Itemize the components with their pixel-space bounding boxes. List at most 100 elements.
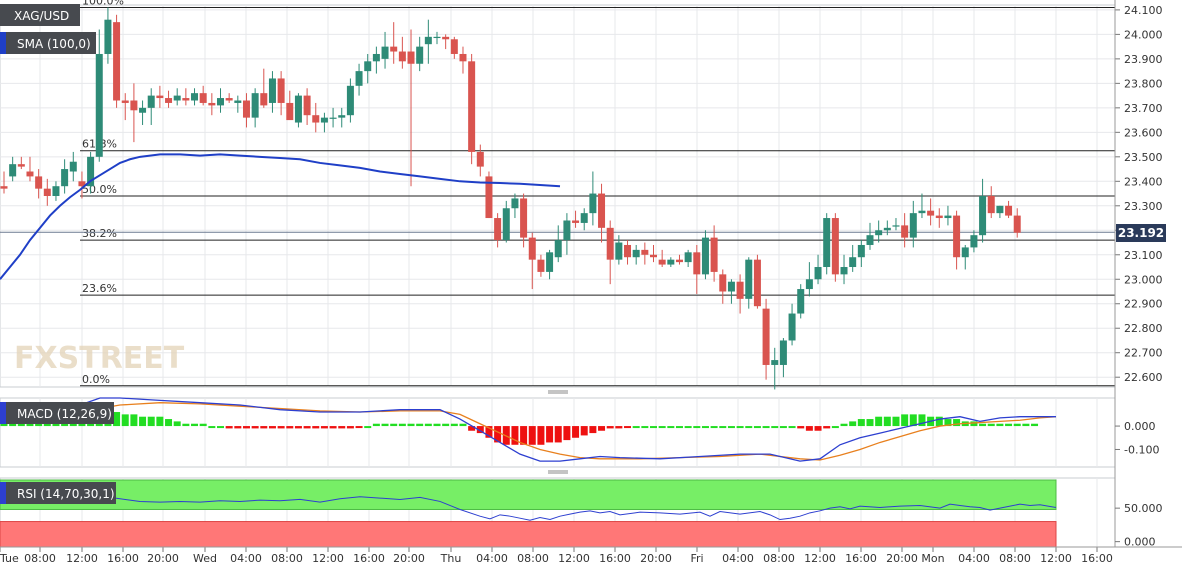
macd-histogram-bar [970,421,978,427]
time-tick-label: 04:00 [958,552,990,565]
fxstreet-watermark: FXSTREET [14,341,185,376]
candle-body [338,115,346,118]
macd-histogram-bar [866,419,874,427]
macd-histogram-bar [727,426,735,429]
candle-body [139,107,147,113]
macd-histogram-bar [346,426,354,429]
macd-histogram-bar [598,426,606,431]
macd-histogram-bar [398,423,406,427]
candle-body [901,225,909,238]
candle-body [875,230,883,236]
candle-body [424,36,432,45]
macd-histogram-bar [710,426,718,429]
candle-body [736,281,744,299]
candle-body [9,164,17,177]
macd-label[interactable]: MACD (12,26,9) [0,402,114,424]
macd-histogram-bar [511,426,519,445]
candle-body [468,61,476,152]
macd-histogram-bar [199,423,207,427]
macd-histogram-bar [883,416,891,427]
macd-histogram-bar [901,414,909,427]
candle-body [1013,215,1021,233]
time-tick-label: Wed [193,552,217,565]
candle-body [987,196,995,214]
rsi-oversold-zone [0,521,1057,548]
time-tick-label: 20:00 [886,552,918,565]
macd-histogram-bar [563,426,571,441]
macd-histogram-bar [113,412,121,427]
candle-body [675,259,683,263]
price-tick-label: 23.400 [1124,175,1163,188]
time-tick-label: 08:00 [517,552,549,565]
rsi-label[interactable]: RSI (14,70,30,1) [0,482,116,504]
macd-histogram-bar [416,423,424,427]
macd-histogram-bar [165,419,173,427]
candle-body [182,98,190,101]
candle-body [849,257,857,268]
candle-body [918,210,926,214]
macd-histogram-bar [251,426,259,429]
time-tick-label: Tue [0,552,19,565]
price-tick-label: 23.000 [1124,273,1163,286]
time-tick-label: 04:00 [230,552,262,565]
macd-histogram-bar [372,423,380,427]
sma-color-swatch [0,32,6,54]
macd-histogram-bar [797,426,805,429]
macd-histogram-bar [979,423,987,427]
candle-body [52,186,60,196]
macd-histogram-bar [779,426,787,429]
macd-histogram-bar [442,423,450,427]
candle-body [450,39,458,54]
time-tick-label: 16:00 [107,552,139,565]
rsi-overbought-zone [0,479,1057,510]
macd-histogram-bar [641,426,649,429]
price-tick-label: 24.100 [1124,4,1163,17]
macd-histogram-bar [996,423,1004,427]
candle-body [355,71,363,86]
macd-histogram-bar [831,426,839,429]
time-tick-label: Mon [921,552,944,565]
macd-histogram-bar [624,426,632,429]
macd-histogram-bar [182,423,190,427]
macd-histogram-bar [139,416,147,427]
candle-body [537,259,545,272]
sma-label[interactable]: SMA (100,0) [0,32,96,54]
candle-body [762,308,770,365]
candle-body [701,237,709,275]
macd-histogram-bar [840,423,848,427]
candle-body [277,78,285,103]
macd-histogram-bar [312,426,320,429]
candle-body [935,215,943,219]
candle-body [710,237,718,272]
candle-body [320,117,328,123]
candle-body [372,53,380,62]
candle-body [78,181,86,187]
macd-histogram-bar [537,426,545,445]
candle-body [165,98,173,103]
macd-histogram-bar [849,421,857,427]
macd-histogram-bar [701,426,709,429]
candle-body [797,289,805,314]
time-tick-label: 12:00 [804,552,836,565]
time-tick-label: 12:00 [1040,552,1072,565]
sma-text: SMA (100,0) [17,37,91,51]
macd-tick-label: 0.000 [1124,420,1156,433]
candle-body [1005,205,1013,216]
time-tick-label: 04:00 [476,552,508,565]
candle-body [113,22,121,101]
macd-histogram-bar [424,423,432,427]
candle-body [208,102,216,106]
candle-body [970,235,978,248]
candle-body [433,36,441,39]
macd-histogram-bar [814,426,822,431]
time-tick-label: 12:00 [312,552,344,565]
symbol-label[interactable]: XAG/USD [0,4,80,26]
price-axis: 22.60022.70022.80022.90023.00023.10023.2… [1114,0,1163,547]
candle-body [831,218,839,275]
candle-body [0,186,8,189]
candle-body [381,46,389,59]
fibonacci-label: 38.2% [82,227,117,240]
candle-body [251,93,259,118]
macd-histogram-bar [1022,423,1030,427]
